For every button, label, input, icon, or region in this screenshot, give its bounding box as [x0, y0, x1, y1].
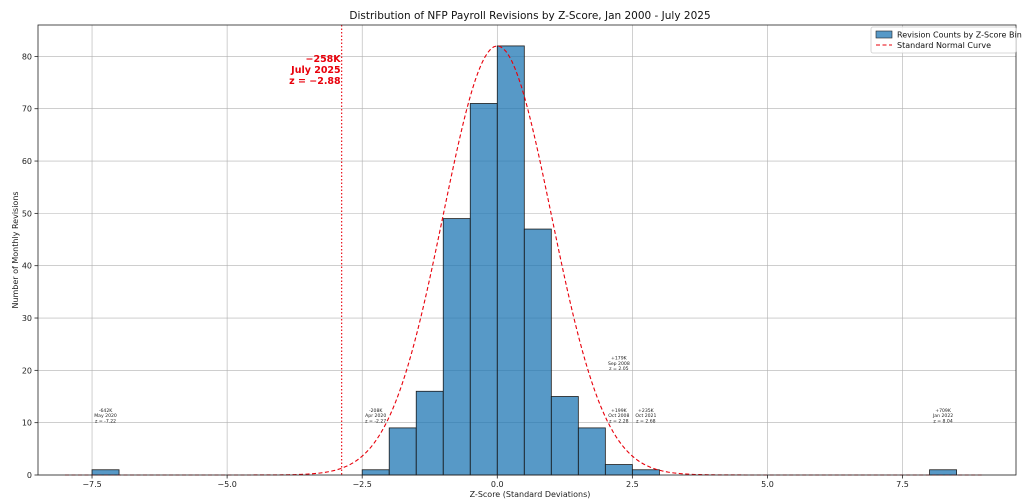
bin-annotation-line: z = -2.27 — [365, 418, 386, 424]
y-tick-label: 50 — [22, 209, 32, 218]
histogram-bar — [604, 464, 633, 476]
bin-annotation-line: -208K — [369, 408, 383, 414]
histogram-bar — [929, 469, 957, 476]
bin-annotation-line: Oct 2008 — [608, 413, 629, 419]
highlight-annotation-line: July 2025 — [290, 65, 341, 76]
histogram-bar — [631, 469, 660, 476]
x-tick-label: 0.0 — [491, 480, 504, 489]
y-tick-label: 80 — [22, 52, 32, 61]
y-tick-label: 30 — [22, 314, 32, 323]
bin-annotation-line: Sep 2008 — [608, 361, 630, 367]
legend-swatch-histogram — [875, 30, 893, 39]
histogram-bars — [91, 45, 957, 476]
y-tick-label: 60 — [22, 157, 32, 166]
bin-annotation-line: z = -7.22 — [95, 418, 116, 424]
x-tick-label: −7.5 — [82, 480, 101, 489]
legend-label-histogram: Revision Counts by Z-Score Bin — [897, 31, 1022, 40]
y-axis-label: Number of Monthly Revisions — [11, 191, 20, 308]
x-tick-label: 5.0 — [761, 480, 774, 489]
y-tick-label: 0 — [27, 471, 32, 480]
bin-annotation-line: z = 8.04 — [933, 418, 952, 424]
histogram-bar — [550, 396, 579, 476]
bin-annotation-line: Oct 2021 — [635, 413, 656, 419]
bin-annotation-line: +199K — [611, 408, 628, 414]
bin-annotation-line: +709K — [935, 408, 952, 414]
bin-annotation-line: z = 2.05 — [609, 366, 628, 372]
bin-annotation-line: Apr 2020 — [365, 413, 386, 419]
histogram-bar — [469, 103, 498, 476]
bin-annotation-line: +179K — [611, 356, 628, 362]
legend-box — [870, 26, 1017, 54]
bin-annotation-line: +235K — [638, 408, 655, 414]
highlight-annotation-line: z = −2.88 — [289, 76, 341, 87]
y-tick-label: 70 — [22, 105, 32, 114]
chart-title: Distribution of NFP Payroll Revisions by… — [349, 10, 710, 22]
plot-frame — [37, 24, 1017, 476]
axes: −7.5 −5.0 −2.5 0.0 2.5 5.0 7.5 0 10 20 30 40 50 60 70 8… — [22, 52, 909, 489]
x-tick-label: −2.5 — [352, 480, 371, 489]
legend-label-curve: Standard Normal Curve — [897, 41, 991, 50]
legend: Revision Counts by Z-Score Bin Standard … — [870, 26, 1022, 54]
y-tick-label: 20 — [22, 366, 32, 375]
histogram-bar — [415, 390, 444, 476]
y-tick-label: 10 — [22, 419, 32, 428]
histogram-bar — [523, 228, 552, 476]
histogram-bar — [577, 427, 606, 476]
histogram-bar — [388, 427, 417, 476]
histogram-bar — [361, 469, 390, 476]
bin-annotation-line: z = 2.28 — [609, 418, 628, 424]
y-tick-label: 40 — [22, 262, 32, 271]
x-tick-label: 2.5 — [626, 480, 639, 489]
histogram-bar — [442, 218, 471, 476]
x-tick-label: −5.0 — [217, 480, 236, 489]
x-axis-label: Z-Score (Standard Deviations) — [470, 490, 591, 499]
histogram-bar — [91, 469, 120, 476]
grid — [38, 25, 1016, 476]
bin-annotation-line: -642K — [99, 408, 113, 414]
bin-annotation-line: z = 2.68 — [636, 418, 655, 424]
bin-annotation-line: Jan 2022 — [932, 413, 953, 419]
x-tick-label: 7.5 — [896, 480, 909, 489]
bin-annotation-line: May 2020 — [94, 413, 117, 419]
highlight-annotation-line: −258K — [306, 54, 342, 65]
histogram-bar — [496, 45, 525, 476]
